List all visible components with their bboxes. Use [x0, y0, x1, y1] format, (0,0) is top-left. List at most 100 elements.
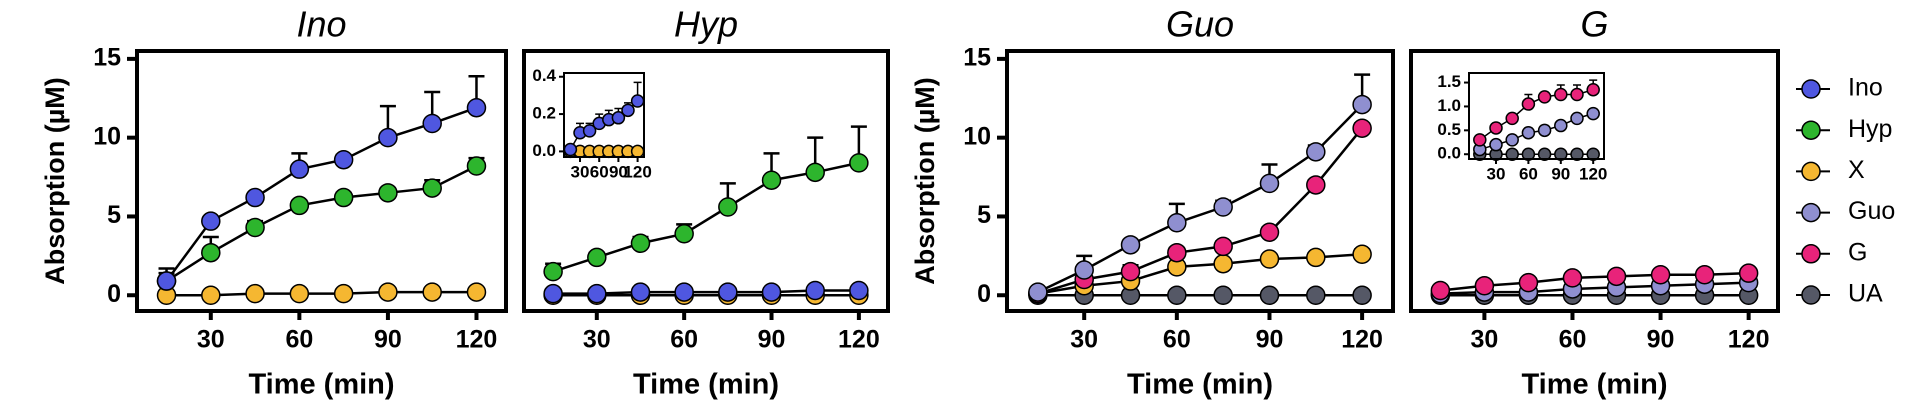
plot-frame [1005, 49, 1395, 313]
y-tick-label: 1.0 [1437, 96, 1461, 115]
y-tick-label: 15 [963, 43, 991, 71]
y-tick-label: 10 [963, 122, 991, 150]
panel-title: Guo [1166, 4, 1234, 45]
x-tick-label: 90 [1551, 164, 1570, 183]
plot-frame [522, 49, 890, 313]
x-tick-label: 30 [571, 162, 590, 181]
x-tick-label: 60 [1163, 326, 1191, 354]
data-point [1213, 253, 1233, 274]
legend-marker [1801, 202, 1821, 223]
data-point [1352, 244, 1372, 265]
data-point [1259, 173, 1280, 194]
data-point [1521, 147, 1536, 161]
data-point [1521, 97, 1536, 111]
plot-frame [1468, 72, 1605, 160]
legend-label: G [1848, 238, 1867, 266]
data-point [466, 282, 487, 302]
data-point [333, 187, 354, 208]
y-tick-label: 0.4 [532, 66, 556, 85]
data-point [630, 282, 651, 302]
data-point [1167, 213, 1187, 233]
data-point [378, 127, 398, 148]
data-point [1738, 263, 1759, 283]
data-point [543, 261, 563, 282]
data-point [1570, 147, 1584, 161]
data-point [630, 233, 651, 253]
data-point [582, 124, 597, 138]
data-point [245, 283, 265, 304]
x-tick-label: 120 [1728, 326, 1770, 354]
legend-marker [1801, 79, 1821, 99]
data-point [1306, 247, 1326, 268]
data-point [1570, 87, 1584, 102]
x-tick-label: 90 [609, 162, 628, 181]
data-point [422, 178, 442, 198]
data-point [1352, 94, 1372, 115]
x-tick-label: 60 [285, 326, 313, 354]
data-point [201, 285, 221, 305]
data-point [587, 247, 607, 268]
y-tick-label: 0 [977, 280, 991, 308]
data-point [674, 282, 694, 302]
data-point [466, 156, 487, 176]
data-point [289, 195, 310, 216]
x-tick-label: 120 [838, 326, 880, 354]
x-tick-label: 60 [1519, 164, 1538, 183]
data-point [1259, 222, 1280, 242]
y-tick-label: 1.5 [1437, 72, 1461, 91]
plot-frame [563, 72, 645, 158]
data-point [422, 282, 442, 302]
data-point [587, 283, 607, 304]
data-point [1537, 123, 1552, 138]
panel-title: Hyp [674, 4, 738, 45]
data-point [761, 282, 782, 302]
legend-label: UA [1848, 280, 1883, 308]
data-point [1430, 280, 1451, 301]
data-point [1554, 147, 1568, 161]
data-point [718, 197, 738, 217]
data-point [1306, 175, 1326, 195]
y-tick-label: 0.0 [532, 141, 556, 160]
data-point [1259, 285, 1280, 305]
y-tick-label: 0.2 [532, 104, 556, 123]
x-tick-label: 90 [374, 326, 402, 354]
x-tick-label: 90 [758, 326, 786, 354]
x-axis-label: Time (min) [633, 369, 779, 401]
y-tick-label: 0.5 [1437, 120, 1461, 139]
x-tick-label: 30 [1487, 164, 1506, 183]
plot-frame [135, 49, 508, 313]
x-tick-label: 60 [670, 326, 698, 354]
y-tick-label: 5 [107, 201, 121, 229]
legend-label: X [1848, 156, 1865, 184]
data-point [466, 97, 487, 118]
data-point [543, 283, 563, 304]
data-point [630, 94, 645, 108]
data-point [1505, 133, 1519, 147]
x-tick-label: 30 [1470, 326, 1498, 354]
data-point [1586, 106, 1600, 121]
data-point [1306, 142, 1326, 162]
data-point [1489, 137, 1503, 152]
data-point [1474, 276, 1495, 296]
data-point [563, 142, 578, 157]
data-point [1473, 133, 1487, 147]
panel-title: G [1580, 4, 1608, 45]
x-tick-label: 120 [1579, 164, 1607, 183]
data-point [1167, 285, 1187, 305]
data-point [1120, 235, 1141, 255]
data-point [1505, 147, 1519, 161]
data-point [718, 282, 738, 302]
data-point [333, 149, 354, 170]
y-tick-label: 0.0 [1437, 144, 1461, 163]
data-point [245, 217, 265, 238]
data-point [1554, 118, 1568, 133]
data-point [1489, 121, 1503, 135]
data-point [1213, 197, 1233, 217]
data-point [1537, 147, 1552, 161]
legend-label: Hyp [1848, 115, 1892, 143]
data-point [805, 280, 825, 301]
legend-marker [1801, 244, 1821, 264]
data-point [1562, 268, 1583, 288]
x-tick-label: 30 [1070, 326, 1098, 354]
